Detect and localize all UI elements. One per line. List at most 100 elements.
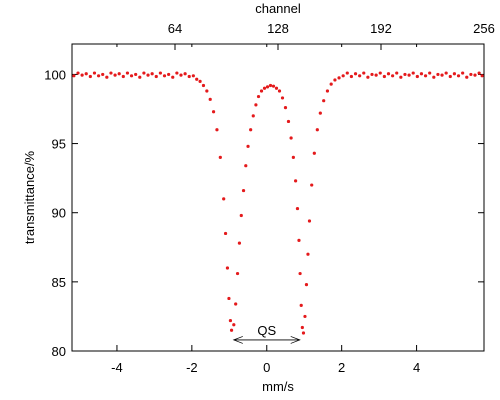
data-point	[382, 74, 386, 79]
data-point	[105, 75, 109, 79]
data-point	[265, 85, 270, 89]
data-point	[283, 106, 288, 110]
y-tick-label: 90	[52, 206, 66, 221]
y-tick-label: 80	[52, 344, 66, 359]
data-point	[411, 71, 415, 75]
data-point	[80, 73, 84, 77]
data-point	[399, 75, 403, 79]
data-point	[386, 72, 391, 76]
x-tick-label: 2	[338, 360, 345, 375]
y-tick-label: 85	[52, 275, 66, 290]
data-point	[277, 89, 282, 93]
data-point	[299, 303, 303, 307]
data-point	[241, 188, 246, 193]
data-point	[228, 318, 233, 323]
data-point	[232, 323, 236, 327]
data-point	[129, 74, 134, 78]
data-point	[125, 71, 130, 75]
data-points	[72, 71, 484, 335]
data-point	[101, 72, 105, 77]
data-point	[353, 72, 358, 76]
qs-annotation: QS	[232, 323, 301, 344]
data-point	[337, 76, 341, 80]
data-point	[440, 73, 444, 77]
data-point	[329, 82, 333, 86]
data-point	[403, 72, 407, 77]
data-point	[218, 155, 222, 159]
data-point	[349, 74, 354, 79]
data-point	[366, 75, 370, 79]
x2-tick-label: 256	[473, 21, 495, 36]
data-point	[318, 111, 322, 115]
data-point	[92, 71, 97, 75]
data-point	[304, 283, 309, 287]
data-point	[436, 72, 440, 77]
data-point	[300, 325, 304, 330]
x-axis-title: mm/s	[262, 379, 294, 394]
data-point	[162, 74, 167, 78]
data-point	[407, 73, 411, 77]
data-point	[291, 155, 295, 159]
data-point	[208, 97, 212, 101]
data-point	[448, 74, 452, 79]
data-point	[142, 71, 146, 75]
data-point	[121, 74, 125, 79]
data-point	[205, 89, 209, 93]
qs-label: QS	[257, 323, 276, 338]
data-point	[428, 71, 432, 75]
data-point	[171, 75, 175, 79]
top-axis-title: channel	[255, 1, 301, 16]
data-point	[246, 144, 250, 148]
data-point	[322, 99, 326, 103]
data-point	[249, 128, 253, 132]
data-point	[477, 71, 481, 75]
bottom-axis: -4 -2 0 2 4	[111, 44, 420, 375]
data-point	[96, 74, 101, 78]
data-point	[423, 74, 428, 78]
data-point	[84, 72, 88, 76]
data-point	[138, 75, 142, 79]
data-point	[480, 74, 484, 78]
x-tick-label: -4	[111, 360, 123, 375]
plot-frame	[71, 43, 485, 352]
data-point	[268, 83, 273, 88]
data-point	[244, 164, 248, 168]
data-point	[415, 74, 419, 79]
data-point	[211, 110, 216, 114]
data-point	[251, 114, 255, 118]
data-point	[333, 78, 337, 82]
data-point	[167, 72, 171, 77]
data-point	[312, 151, 316, 155]
qs-arrowhead-right	[290, 336, 301, 344]
top-axis: 64 128 192 256	[168, 21, 495, 50]
y-tick-label: 100	[44, 67, 66, 82]
data-point	[473, 73, 477, 77]
data-point	[289, 136, 293, 140]
data-point	[310, 183, 314, 187]
data-point	[271, 84, 276, 88]
data-point	[201, 83, 206, 88]
data-point	[146, 73, 150, 77]
data-point	[215, 128, 219, 132]
data-point	[158, 71, 162, 75]
data-point	[117, 72, 121, 76]
data-point	[301, 331, 306, 335]
data-point	[109, 71, 113, 75]
y-axis-title: transmittance/%	[22, 150, 37, 244]
x-tick-label: 4	[413, 360, 420, 375]
data-point	[150, 72, 154, 76]
data-point	[452, 72, 457, 76]
data-point	[227, 296, 231, 301]
data-point	[391, 74, 395, 78]
data-point	[432, 75, 436, 79]
data-point	[225, 266, 230, 270]
data-point	[234, 302, 238, 306]
data-point	[345, 71, 349, 75]
x-tick-label: 0	[263, 360, 270, 375]
x2-tick-label: 192	[370, 21, 392, 36]
data-point	[183, 72, 187, 76]
data-point	[307, 219, 312, 223]
axes-group	[71, 43, 485, 352]
data-point	[286, 119, 291, 124]
data-point	[191, 74, 195, 78]
